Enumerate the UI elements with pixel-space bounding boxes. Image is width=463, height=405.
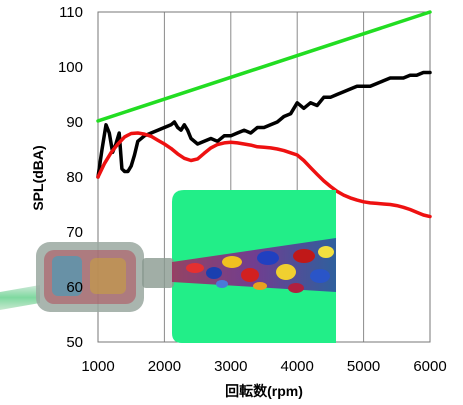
series-layer [96,10,432,219]
cfd-simulation-inset [0,190,336,343]
x-axis-title: 回転数(rpm) [225,383,303,399]
y-tick-label: 110 [59,4,83,21]
x-tick-label: 6000 [413,358,446,375]
y-tick-label: 90 [66,114,83,131]
x-tick-label: 4000 [281,358,314,375]
y-tick-label: 70 [66,224,83,241]
y-tick-labels: 50 60 70 80 90 100 110 [58,4,83,351]
x-tick-label: 2000 [148,358,181,375]
x-tick-label: 3000 [214,358,247,375]
series-black-line [96,70,432,179]
y-tick-label: 60 [66,279,83,296]
series-green-line [96,10,432,123]
y-tick-label: 80 [66,169,83,186]
series-red-line [96,131,432,219]
y-tick-label: 100 [58,59,83,76]
y-axis-title: SPL(dBA) [30,145,46,210]
x-tick-label: 5000 [347,358,380,375]
x-tick-label: 1000 [81,358,114,375]
vortex-blobs [186,246,334,293]
x-tick-labels: 1000 2000 3000 4000 5000 6000 [81,358,446,375]
y-tick-label: 50 [66,334,83,351]
inlet-pipe [0,285,40,310]
